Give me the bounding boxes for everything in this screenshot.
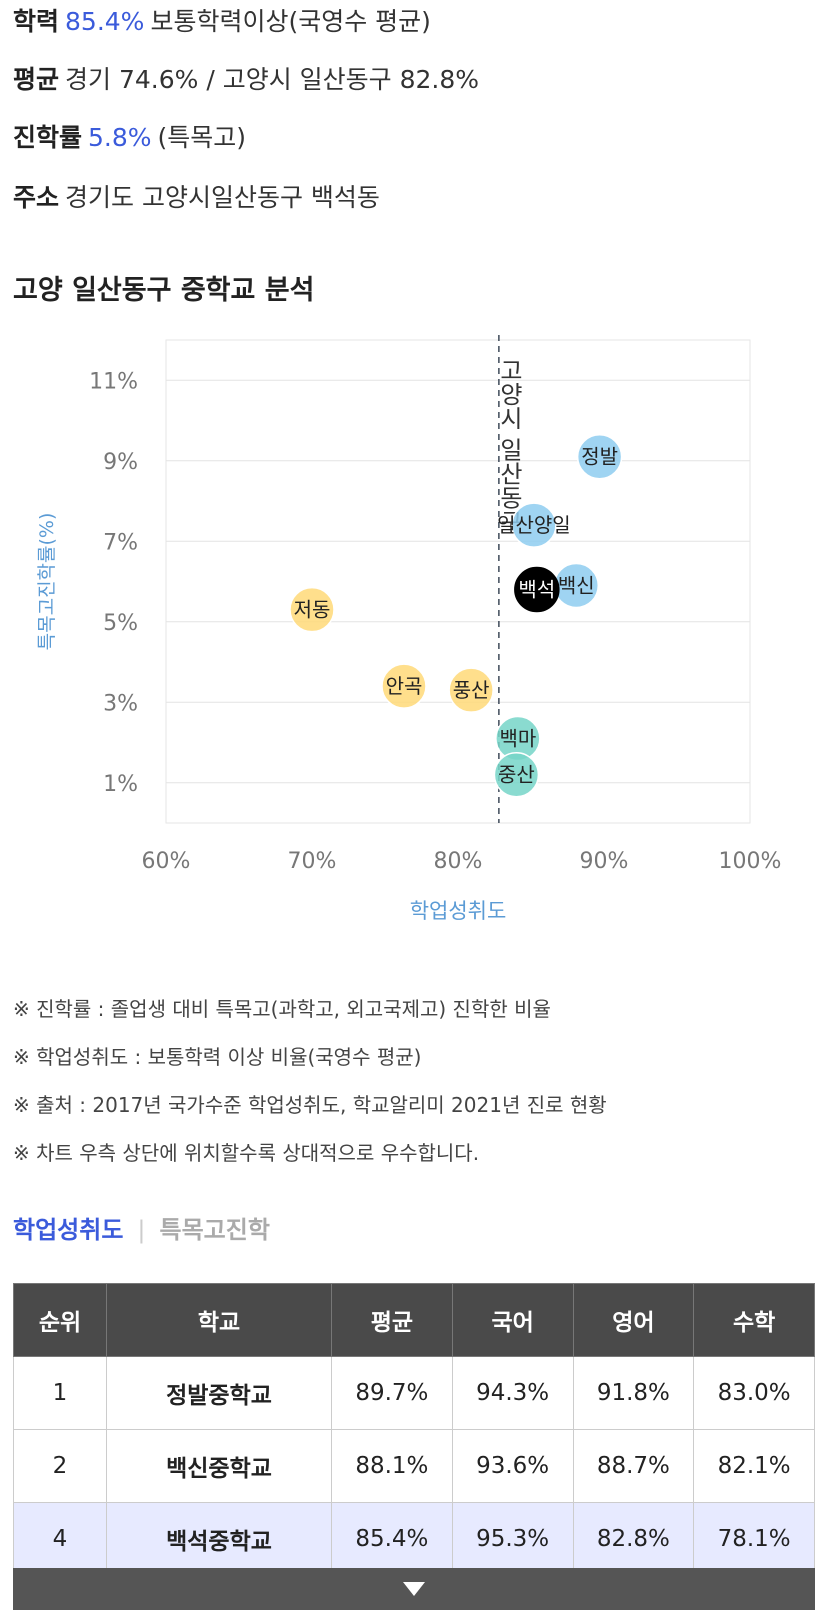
data-point: [514, 566, 560, 613]
header-english: 영어: [572, 1283, 695, 1357]
x-axis-title: 학업성취도: [410, 899, 507, 923]
header-average: 평균: [331, 1283, 453, 1357]
cell-average: 89.7%: [331, 1356, 453, 1430]
address-line: 주소 경기도 고양시일산동구 백석동: [13, 182, 380, 214]
cell-average: 88.1%: [331, 1429, 453, 1503]
y-tick-label: 1%: [103, 772, 138, 797]
cell-korean: 94.3%: [451, 1356, 574, 1430]
y-tick-label: 9%: [103, 450, 138, 475]
data-point-label: 백신: [558, 574, 595, 598]
address-desc: 경기도 고양시일산동구 백석동: [65, 183, 380, 212]
x-tick-label: 90%: [580, 849, 629, 874]
data-point: [289, 586, 335, 633]
expand-button[interactable]: [13, 1568, 815, 1610]
y-tick-label: 7%: [103, 530, 138, 555]
data-point-label: 저동: [294, 598, 331, 622]
cell-school: 백석중학교: [106, 1502, 332, 1576]
note-item: ※ 차트 우측 상단에 위치할수록 상대적으로 우수합니다.: [13, 1141, 480, 1165]
achievement-desc: 보통학력이상(국영수 평균): [150, 7, 431, 36]
chevron-down-icon: [403, 1582, 425, 1596]
cell-math: 82.1%: [693, 1429, 815, 1503]
data-point: [576, 433, 623, 480]
section-title: 고양 일산동구 중학교 분석: [13, 275, 315, 306]
cell-rank: 4: [13, 1502, 107, 1576]
advancement-label: 진학률: [13, 123, 83, 152]
data-point-label: 백석: [518, 578, 555, 602]
x-tick-label: 100%: [719, 849, 782, 874]
cell-korean: 95.3%: [451, 1502, 574, 1576]
average-desc: 경기 74.6% / 고양시 일산동구 82.8%: [65, 65, 480, 94]
table-row: 1 정발중학교 89.7% 94.3% 91.8% 83.0%: [13, 1356, 815, 1430]
scatter-chart: 1% 3% 5% 7% 9% 11% 60% 70% 80% 90% 100% 학업성취도 특목고진학률…: [36, 335, 782, 923]
note-item: ※ 출처 : 2017년 국가수준 학업성취도, 학교알리미 2021년 진로 …: [13, 1093, 607, 1117]
table-row-current-school: 4 백석중학교 85.4% 95.3% 82.8% 78.1%: [13, 1502, 815, 1576]
data-point-label: 안곡: [386, 674, 423, 698]
y-tick-label: 11%: [89, 369, 138, 394]
header-korean: 국어: [451, 1283, 574, 1357]
reference-line-label: 고양시 일산동구: [495, 358, 523, 534]
advancement-value: 5.8%: [88, 123, 152, 152]
cell-school: 백신중학교: [106, 1429, 332, 1503]
achievement-value: 85.4%: [65, 7, 145, 36]
tab-bar: 학업성취도 | 특목고진학: [13, 1210, 270, 1245]
tab-achievement[interactable]: 학업성취도: [13, 1216, 124, 1244]
data-point-label: 중산: [498, 763, 535, 787]
data-point-label: 백마: [499, 726, 536, 750]
data-point-label: 풍산: [453, 678, 490, 702]
cell-math: 78.1%: [693, 1502, 815, 1576]
achievement-label: 학력: [13, 7, 60, 36]
data-point: [511, 502, 557, 548]
cell-school: 정발중학교: [106, 1356, 332, 1430]
data-point: [381, 663, 427, 709]
y-axis-title: 특목고진학률(%): [36, 513, 58, 651]
note-item: ※ 학업성취도 : 보통학력 이상 비율(국영수 평균): [13, 1045, 422, 1069]
header-rank: 순위: [13, 1283, 107, 1357]
y-tick-label: 3%: [103, 691, 138, 716]
cell-english: 82.8%: [572, 1502, 695, 1576]
data-point: [493, 751, 540, 798]
data-point-label: 정발: [581, 445, 618, 469]
tab-separator: |: [137, 1216, 146, 1244]
cell-rank: 2: [13, 1429, 107, 1503]
table-row: 2 백신중학교 88.1% 93.6% 88.7% 82.1%: [13, 1429, 815, 1503]
data-point-label: 일산양일: [497, 513, 571, 537]
cell-english: 91.8%: [572, 1356, 695, 1430]
note-item: ※ 진학률 : 졸업생 대비 특목고(과학고, 외고국제고) 진학한 비율: [13, 997, 551, 1021]
average-line: 평균 경기 74.6% / 고양시 일산동구 82.8%: [13, 64, 479, 96]
cell-english: 88.7%: [572, 1429, 695, 1503]
address-label: 주소: [13, 183, 60, 212]
average-label: 평균: [13, 65, 60, 94]
x-tick-label: 60%: [142, 849, 191, 874]
cell-math: 83.0%: [693, 1356, 815, 1430]
x-tick-label: 80%: [434, 849, 483, 874]
header-school: 학교: [106, 1283, 332, 1357]
cell-korean: 93.6%: [451, 1429, 574, 1503]
header-math: 수학: [693, 1283, 815, 1357]
advancement-desc: (특목고): [157, 123, 247, 152]
ranking-table: 순위 학교 평균 국어 영어 수학 1 정발중학교 89.7% 94.3% 91…: [13, 1283, 815, 1576]
achievement-line: 학력 85.4% 보통학력이상(국영수 평균): [13, 6, 431, 38]
advancement-line: 진학률 5.8% (특목고): [13, 122, 246, 154]
cell-rank: 1: [13, 1356, 107, 1430]
notes: ※ 진학률 : 졸업생 대비 특목고(과학고, 외고국제고) 진학한 비율 ※ …: [13, 985, 607, 1177]
y-tick-label: 5%: [103, 611, 138, 636]
table-header-row: 순위 학교 평균 국어 영어 수학: [13, 1283, 815, 1357]
cell-average: 85.4%: [331, 1502, 453, 1576]
tab-special-school[interactable]: 특목고진학: [159, 1216, 270, 1244]
x-tick-label: 70%: [288, 849, 337, 874]
plot-area: [165, 339, 751, 824]
data-point: [448, 667, 494, 713]
